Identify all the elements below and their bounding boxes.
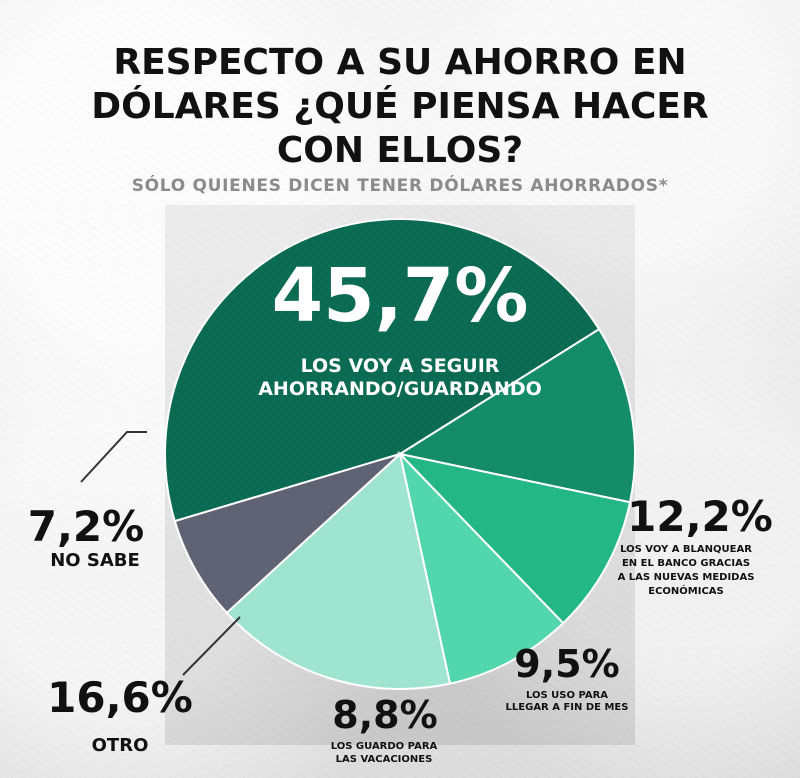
title-line-2: DÓLARES ¿QUÉ PIENSA HACER xyxy=(91,86,709,127)
title-line-1: RESPECTO A SU AHORRO EN xyxy=(113,42,687,83)
slice-value-label: 12,2% xyxy=(627,492,773,541)
slice-category-label: LLEGAR A FIN DE MES xyxy=(506,702,629,713)
slice-texture xyxy=(400,454,631,624)
chart-subtitle: SÓLO QUIENES DICEN TENER DÓLARES AHORRAD… xyxy=(131,176,669,196)
slice-value-label: 7,2% xyxy=(28,502,144,551)
slice-value-label: 45,7% xyxy=(272,253,529,339)
otro-leader-line xyxy=(182,616,241,676)
slice-texture xyxy=(226,454,450,689)
slice-texture xyxy=(400,329,635,503)
slice-category-label: AHORRANDO/GUARDANDO xyxy=(258,378,542,400)
slice-category-label: LAS VACACIONES xyxy=(336,754,433,765)
slice-texture xyxy=(400,454,564,684)
slice-category-label: LOS VOY A BLANQUEAR xyxy=(620,544,752,555)
no-sabe-leader-line xyxy=(80,431,147,483)
slice-category-label: NO SABE xyxy=(50,550,140,571)
slice-category-label: LOS VOY A SEGUIR xyxy=(301,355,500,377)
slice-category-label: A LAS NUEVAS MEDIDAS xyxy=(618,572,755,583)
slice-category-label: OTRO xyxy=(92,735,149,756)
chart-title: RESPECTO A SU AHORRO EN DÓLARES ¿QUÉ PIE… xyxy=(60,41,740,173)
slice-category-label: EN EL BANCO GRACIAS xyxy=(622,558,750,569)
title-line-3: CON ELLOS? xyxy=(276,130,524,171)
slice-value-label: 8,8% xyxy=(332,693,437,737)
slice-category-label: LOS USO PARA xyxy=(526,690,608,701)
slice-value-label: 9,5% xyxy=(514,642,619,686)
slice-category-label: LOS GUARDO PARA xyxy=(331,741,438,752)
slice-category-label: ECONÓMICAS xyxy=(648,584,724,597)
slice-texture xyxy=(174,454,400,613)
slice-value-label: 16,6% xyxy=(47,673,193,722)
slice-texture xyxy=(165,219,600,522)
